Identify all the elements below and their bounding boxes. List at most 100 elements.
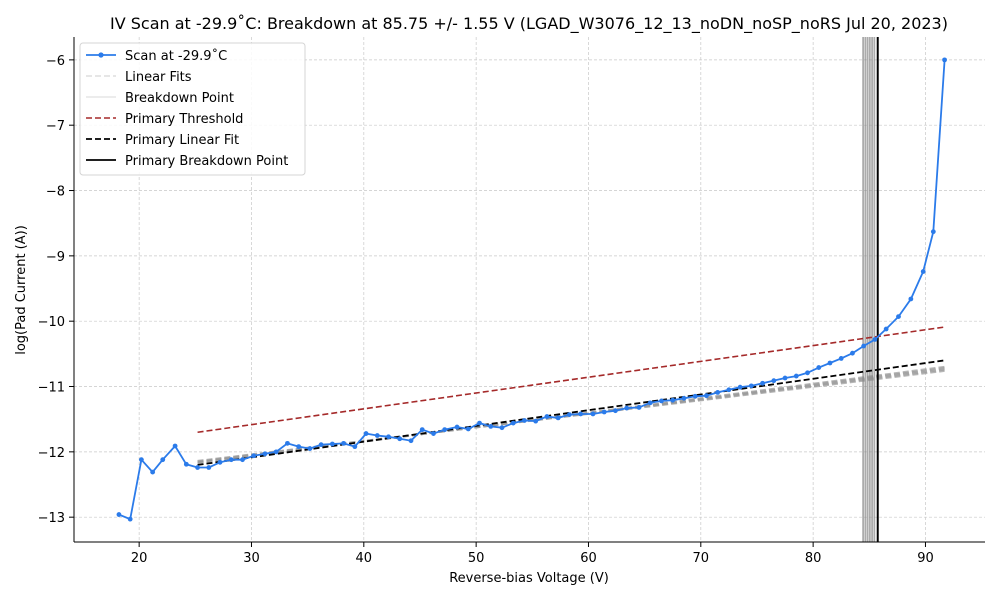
scan-point xyxy=(578,411,584,417)
scan-point xyxy=(138,457,144,463)
scan-point xyxy=(636,405,642,410)
scan-point xyxy=(771,378,777,384)
legend-label-linear-fits: Linear Fits xyxy=(125,70,192,85)
scan-point xyxy=(408,438,414,444)
scan-point xyxy=(659,398,664,404)
legend-entry-primary-breakdown-point: Primary Breakdown Point xyxy=(86,154,288,169)
y-tick-label: −8 xyxy=(46,185,65,200)
x-tick-label: 70 xyxy=(693,551,710,566)
scan-point xyxy=(737,384,743,390)
x-tick-label: 50 xyxy=(468,551,485,566)
scan-point xyxy=(127,516,133,522)
scan-point xyxy=(183,461,189,467)
x-tick-label: 60 xyxy=(580,551,597,566)
scan-point xyxy=(116,512,122,517)
breakdown-vlines xyxy=(862,37,879,542)
legend-label-breakdown-point: Breakdown Point xyxy=(125,91,234,106)
legend-label-primary-breakdown-point: Primary Breakdown Point xyxy=(125,154,288,169)
scan-point xyxy=(374,433,380,438)
scan-point xyxy=(896,314,901,320)
scan-point xyxy=(920,269,926,274)
scan-point xyxy=(477,420,482,426)
scan-point xyxy=(590,411,596,417)
y-tick-label: −9 xyxy=(46,250,65,265)
scan-point xyxy=(647,400,653,406)
scan-point xyxy=(488,423,494,429)
scan-point xyxy=(150,469,156,475)
scan-point xyxy=(195,465,200,470)
y-tick-label: −13 xyxy=(38,511,65,526)
scan-point xyxy=(544,414,550,419)
scan-point xyxy=(681,395,687,401)
scan-point xyxy=(251,453,257,459)
scan-point xyxy=(883,326,889,332)
x-tick-label: 20 xyxy=(131,551,148,566)
scan-point xyxy=(431,431,436,436)
x-axis-label: Reverse-bias Voltage (V) xyxy=(449,571,609,586)
primary-threshold-path xyxy=(197,326,945,434)
scan-point xyxy=(206,465,212,470)
scan-point xyxy=(726,387,732,393)
scan-point xyxy=(692,393,698,399)
scan-point xyxy=(872,337,878,342)
scan-point xyxy=(454,424,460,430)
scan-point xyxy=(850,350,855,356)
y-tick-label: −12 xyxy=(38,446,65,461)
scan-point xyxy=(285,440,290,446)
scan-point xyxy=(805,370,810,376)
scan-point xyxy=(793,373,799,379)
scan-point xyxy=(670,397,676,403)
scan-point xyxy=(329,441,335,447)
primary-threshold-line xyxy=(197,326,945,434)
y-axis-label: log(Pad Current (A)) xyxy=(14,225,29,355)
scan-point xyxy=(296,444,302,450)
legend-label-primary-threshold: Primary Threshold xyxy=(125,112,243,127)
y-tick-label: −6 xyxy=(46,54,65,69)
axes xyxy=(73,37,985,543)
chart-title: IV Scan at -29.9˚C: Breakdown at 85.75 +… xyxy=(110,14,948,34)
scan-point xyxy=(566,412,572,418)
scan-point xyxy=(228,457,234,463)
x-tick-label: 30 xyxy=(243,551,260,566)
scan-point xyxy=(363,431,369,436)
scan-point xyxy=(782,375,788,381)
scan-point xyxy=(522,418,527,423)
scan-point xyxy=(555,415,561,421)
scan-point xyxy=(930,229,936,235)
scan-point xyxy=(908,296,914,302)
scan-point xyxy=(748,383,754,389)
legend-label-scan: Scan at -29.9˚C xyxy=(125,48,227,64)
scan-point xyxy=(816,365,822,370)
scan-point xyxy=(217,459,223,465)
x-tick-label: 80 xyxy=(805,551,822,566)
legend-entry-linear-fits: Linear Fits xyxy=(86,70,192,85)
scan-point xyxy=(827,360,833,366)
scan-point xyxy=(240,457,245,463)
y-tick-label: −11 xyxy=(38,381,65,396)
scan-point xyxy=(397,436,403,442)
scan-point xyxy=(624,405,630,411)
scan-point xyxy=(499,425,505,431)
scan-point xyxy=(760,380,765,386)
scan-point xyxy=(262,451,268,457)
scan-point xyxy=(715,389,721,395)
scan-series xyxy=(116,57,947,522)
y-tick-label: −10 xyxy=(38,315,65,330)
scan-point xyxy=(533,418,539,424)
scan-point xyxy=(510,420,516,426)
scan-point xyxy=(465,426,471,432)
x-tick-label: 90 xyxy=(917,551,934,566)
legend-box xyxy=(79,42,306,176)
scan-point xyxy=(704,393,709,399)
x-ticks: 20 30 40 50 60 70 80 90 xyxy=(131,542,934,566)
legend-entry-primary-linear-fit: Primary Linear Fit xyxy=(86,133,239,148)
legend-entry-scan: Scan at -29.9˚C xyxy=(86,48,227,64)
legend-entry-breakdown-point: Breakdown Point xyxy=(86,91,234,106)
legend-label-primary-linear-fit: Primary Linear Fit xyxy=(125,133,239,148)
scan-point xyxy=(419,427,425,433)
scan-point xyxy=(601,409,607,415)
legend-marker-scan xyxy=(98,52,104,58)
scan-point xyxy=(442,427,448,433)
legend-entry-primary-threshold: Primary Threshold xyxy=(86,112,243,127)
